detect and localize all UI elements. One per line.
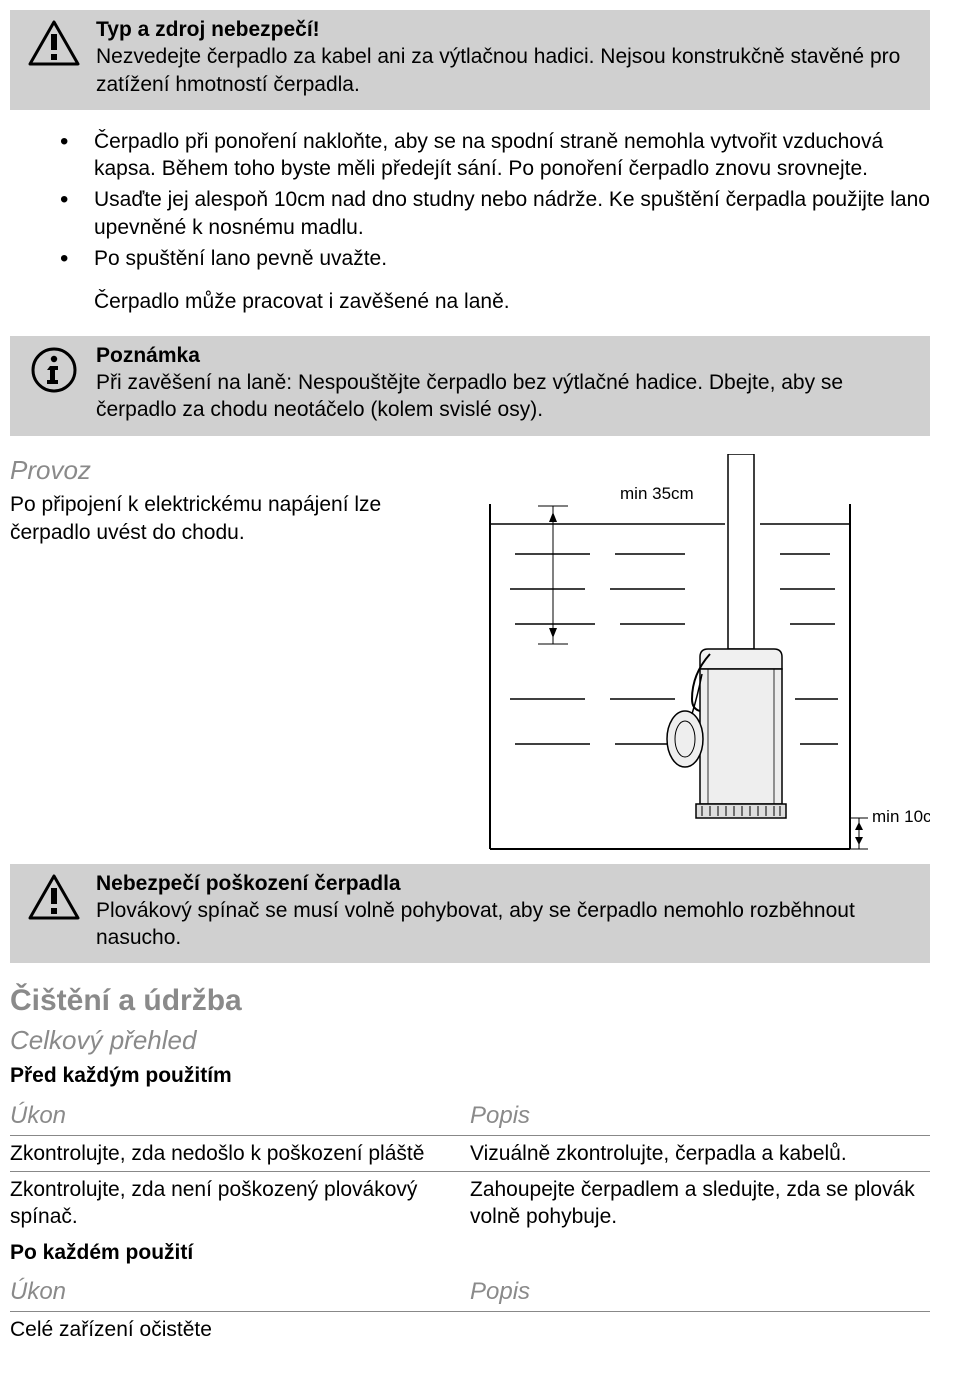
- warning-body-2: Plovákový spínač se musí volně pohybovat…: [96, 897, 920, 952]
- maintenance-heading: Čištění a údržba: [10, 981, 930, 1020]
- warning-icon: [18, 16, 90, 66]
- pump-diagram: min 35cm: [460, 454, 930, 854]
- info-icon: [18, 342, 90, 394]
- operation-text: Provoz Po připojení k elektrickému napáj…: [10, 454, 440, 546]
- warning-icon: [18, 870, 90, 920]
- col-task-header: Úkon: [10, 1272, 470, 1312]
- warning-callout-2: Nebezpečí poškození čerpadla Plovákový s…: [10, 864, 930, 964]
- list-item: Usaďte jej alespoň 10cm nad dno studny n…: [60, 186, 930, 241]
- table-cell: Zkontrolujte, zda není poškozený plováko…: [10, 1172, 470, 1235]
- table-cell: [470, 1312, 930, 1348]
- warning-text-1: Typ a zdroj nebezpečí! Nezvedejte čerpad…: [90, 16, 920, 98]
- operation-heading: Provoz: [10, 454, 440, 488]
- maintenance-table-after: Úkon Popis Celé zařízení očistěte: [10, 1272, 930, 1347]
- table-cell: Zkontrolujte, zda nedošlo k poškození pl…: [10, 1135, 470, 1171]
- after-each-use-label: Po každém použití: [10, 1239, 930, 1266]
- diagram-label-top: min 35cm: [620, 484, 694, 503]
- operation-body: Po připojení k elektrickému napájení lze…: [10, 491, 440, 546]
- warning-title-2: Nebezpečí poškození čerpadla: [96, 870, 920, 897]
- instruction-list: Čerpadlo při ponoření nakloňte, aby se n…: [10, 128, 930, 272]
- maintenance-table-before: Úkon Popis Zkontrolujte, zda nedošlo k p…: [10, 1096, 930, 1235]
- info-callout: Poznámka Při zavěšení na laně: Nespouště…: [10, 336, 930, 436]
- list-item: Čerpadlo při ponoření nakloňte, aby se n…: [60, 128, 930, 183]
- warning-callout-1: Typ a zdroj nebezpečí! Nezvedejte čerpad…: [10, 10, 930, 110]
- warning-text-2: Nebezpečí poškození čerpadla Plovákový s…: [90, 870, 920, 952]
- col-task-header: Úkon: [10, 1096, 470, 1136]
- maintenance-subheading: Celkový přehled: [10, 1024, 930, 1058]
- col-desc-header: Popis: [470, 1096, 930, 1136]
- list-item: Po spuštění lano pevně uvažte.: [60, 245, 930, 272]
- list-continuation: Čerpadlo může pracovat i zavěšené na lan…: [10, 288, 930, 315]
- table-cell: Vizuálně zkontrolujte, čerpadla a kabelů…: [470, 1135, 930, 1171]
- table-cell: Zahoupejte čerpadlem a sledujte, zda se …: [470, 1172, 930, 1235]
- info-title: Poznámka: [96, 342, 920, 369]
- warning-body-1: Nezvedejte čerpadlo za kabel ani za výtl…: [96, 43, 920, 98]
- pump-shape: [667, 649, 786, 818]
- col-desc-header: Popis: [470, 1272, 930, 1312]
- info-body: Při zavěšení na laně: Nespouštějte čerpa…: [96, 369, 920, 424]
- before-each-use-label: Před každým použitím: [10, 1062, 930, 1089]
- table-cell: Celé zařízení očistěte: [10, 1312, 470, 1348]
- warning-title-1: Typ a zdroj nebezpečí!: [96, 16, 920, 43]
- info-text: Poznámka Při zavěšení na laně: Nespouště…: [90, 342, 920, 424]
- diagram-label-bottom: min 10cm: [872, 807, 930, 826]
